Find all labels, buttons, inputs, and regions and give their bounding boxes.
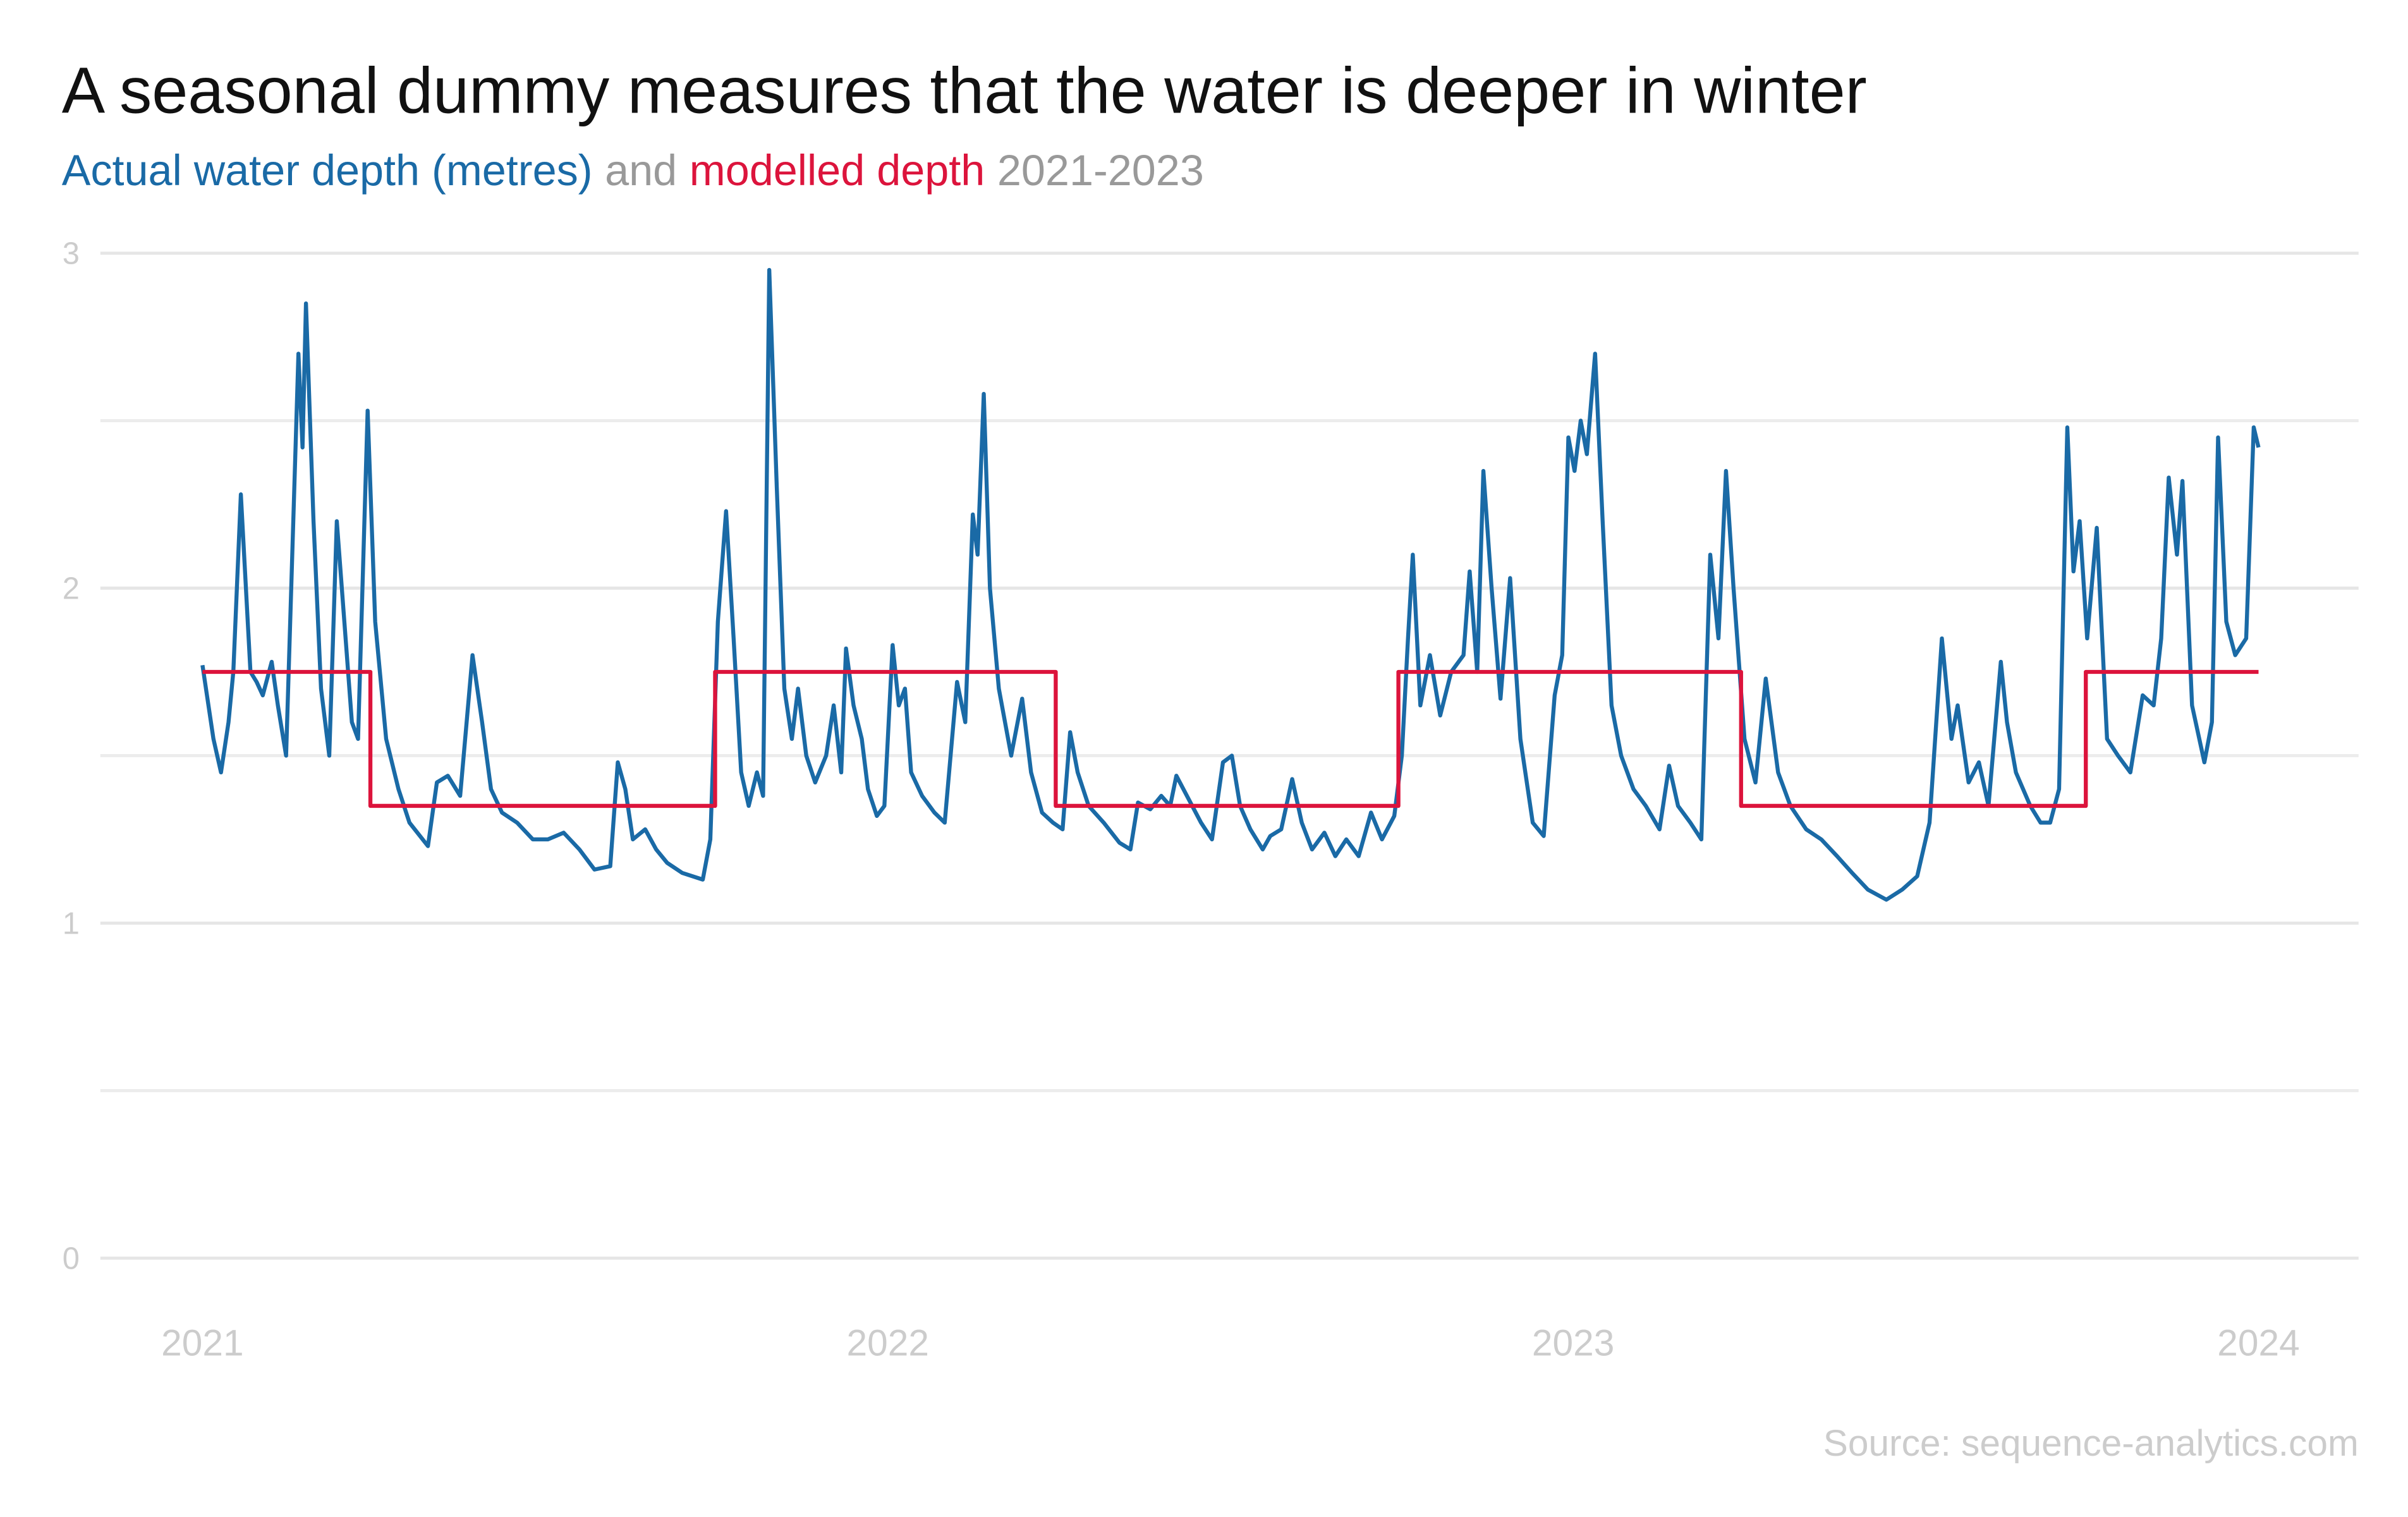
y-tick-label: 0: [63, 1242, 80, 1276]
source-note: Source: sequence-analytics.com: [1823, 1423, 2359, 1464]
legend-entry: modelled depth: [690, 147, 985, 195]
y-tick-label: 2: [63, 572, 80, 606]
y-tick-label: 1: [63, 907, 80, 941]
x-tick-label: 2023: [1532, 1322, 1614, 1363]
data-line: [202, 669, 2259, 808]
grid: 0 1 2 3 2021 2022 2023 2024: [63, 237, 2359, 1363]
plot-area: [200, 267, 2261, 902]
chart-subtitle: Actual water depth (metres) and modelled d…: [62, 147, 1204, 195]
y-tick-label: 3: [63, 237, 80, 271]
subtitle-joiner: and: [605, 147, 677, 195]
x-tick-label: 2021: [161, 1322, 243, 1363]
data-line: [200, 267, 2261, 902]
chart-title: A seasonal dummy measures that the water…: [62, 54, 1867, 126]
x-tick-label: 2024: [2217, 1322, 2299, 1363]
legend-entry: Actual water depth (metres): [62, 147, 593, 195]
subtitle-period: 2021-2023: [997, 147, 1204, 195]
x-tick-label: 2022: [847, 1322, 929, 1363]
